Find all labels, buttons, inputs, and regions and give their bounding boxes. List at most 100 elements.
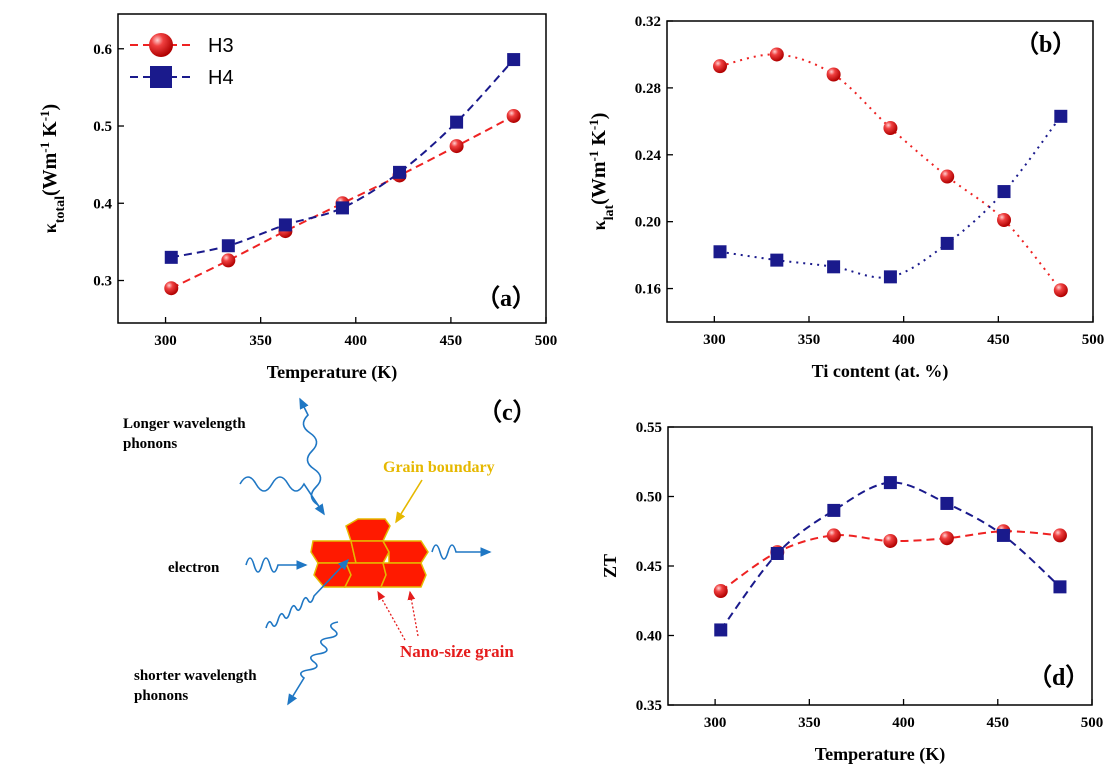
data-point-square xyxy=(507,53,521,67)
data-point-square xyxy=(996,528,1010,542)
data-point-square xyxy=(1054,109,1068,123)
y-tick-label: 0.28 xyxy=(635,81,661,97)
longer-wavelength-label-line2: phonons xyxy=(123,436,177,452)
y-tick-label: 0.16 xyxy=(635,282,662,298)
grain xyxy=(310,540,357,564)
y-tick-label: 0.3 xyxy=(93,274,112,290)
nano-grain-pointer-2 xyxy=(407,590,419,637)
nano-size-grain-label: Nano-size grain xyxy=(400,642,514,661)
data-point-square xyxy=(164,250,178,264)
grain xyxy=(350,540,390,564)
electron-incoming-wave xyxy=(245,557,308,573)
data-point-circle xyxy=(769,47,784,62)
panel-label-c: （c） xyxy=(478,399,537,426)
grain xyxy=(343,562,387,588)
data-point-square xyxy=(450,115,464,129)
legend-marker-h3 xyxy=(149,33,173,57)
shorter-wavelength-label-line2: phonons xyxy=(134,688,188,704)
data-point-square xyxy=(713,245,727,259)
data-point-square xyxy=(335,201,349,215)
x-tick-label: 400 xyxy=(892,332,915,348)
data-point-circle xyxy=(997,212,1012,227)
nano-grain-pointer-1 xyxy=(377,590,406,641)
x-tick-label: 400 xyxy=(892,715,915,731)
data-point-square xyxy=(770,253,784,267)
long-phonon-scattered-wave xyxy=(299,397,322,506)
phonon-waves xyxy=(239,397,492,706)
data-point-square xyxy=(221,239,235,253)
data-point-square xyxy=(883,476,897,490)
y-tick-label: 0.6 xyxy=(93,42,112,58)
data-point-circle xyxy=(940,169,955,184)
grain-boundary-label: Grain boundary xyxy=(383,459,495,476)
schematic-panel-c: （c） Longer wavelength phonons electron s… xyxy=(123,397,537,706)
y-tick-label: 0.20 xyxy=(635,215,661,231)
x-tick-label: 500 xyxy=(535,333,558,349)
x-axis-label: Temperature (K) xyxy=(267,362,397,383)
data-point-square xyxy=(827,260,841,274)
legend-label-h4: H4 xyxy=(208,67,234,89)
data-point-circle xyxy=(826,528,841,543)
data-point-circle xyxy=(713,584,728,599)
data-point-square xyxy=(1053,580,1067,594)
x-tick-label: 500 xyxy=(1082,332,1105,348)
data-point-circle xyxy=(221,253,236,268)
short-phonon-incoming-wave xyxy=(265,558,350,629)
y-axis-label: κtotal(Wm-1 K-1) xyxy=(37,104,68,233)
data-point-circle xyxy=(939,531,954,546)
y-tick-label: 0.32 xyxy=(635,14,661,30)
x-tick-label: 300 xyxy=(703,332,726,348)
long-phonon-incoming-wave xyxy=(239,476,325,516)
data-point-square xyxy=(278,218,292,232)
data-point-square xyxy=(883,270,897,284)
data-point-circle xyxy=(1052,528,1067,543)
short-phonon-scattered-wave xyxy=(287,621,339,706)
x-tick-label: 300 xyxy=(154,333,177,349)
chart-panel-b: 300 350 400 450 500 0.16 0.20 0.24 0.28 0.32 Ti co… xyxy=(586,14,1105,382)
electron-outgoing-wave xyxy=(431,544,492,560)
chart-panel-a: 300 350 400 450 500 0.3 0.4 0.5 0.6 Temperature (… xyxy=(37,13,558,383)
data-point-circle xyxy=(826,67,841,82)
y-tick-label: 0.4 xyxy=(93,196,112,212)
x-tick-label: 400 xyxy=(345,333,368,349)
panel-label-b: （b） xyxy=(1015,31,1076,58)
data-point-circle xyxy=(883,121,898,136)
x-tick-label: 450 xyxy=(987,715,1010,731)
panel-label-a: （a） xyxy=(476,285,536,312)
y-tick-label: 0.45 xyxy=(636,559,662,575)
legend-label-h3: H3 xyxy=(208,35,234,57)
y-axis-label: ZT xyxy=(600,554,620,578)
y-tick-label: 0.35 xyxy=(636,698,662,714)
y-tick-label: 0.5 xyxy=(93,119,112,135)
x-tick-label: 300 xyxy=(704,715,727,731)
legend-marker-h4 xyxy=(150,66,172,88)
y-tick-label: 0.24 xyxy=(635,148,662,164)
grain-boundary-pointer xyxy=(395,479,423,524)
plot-frame xyxy=(117,13,547,324)
grain xyxy=(345,518,391,542)
y-axis-label: κlat(Wm-1 K-1) xyxy=(586,113,617,231)
data-point-circle xyxy=(883,533,898,548)
data-point-circle xyxy=(506,108,521,123)
x-tick-label: 350 xyxy=(249,333,272,349)
panel-label-d: （d） xyxy=(1028,664,1089,691)
x-tick-label: 450 xyxy=(987,332,1010,348)
y-tick-label: 0.55 xyxy=(636,420,662,436)
x-axis-label: Temperature (K) xyxy=(815,744,945,765)
data-point-circle xyxy=(1053,283,1068,298)
longer-wavelength-label-line1: Longer wavelength xyxy=(123,416,246,432)
data-point-circle xyxy=(164,281,179,296)
plot-frame xyxy=(666,20,1094,323)
x-axis-label: Ti content (at. %) xyxy=(812,361,949,382)
data-point-square xyxy=(770,546,784,560)
chart-panel-d: 300 350 400 450 500 0.35 0.40 0.45 0.50 0.55 Tempe… xyxy=(600,420,1103,765)
data-point-circle xyxy=(449,139,464,154)
data-point-square xyxy=(714,623,728,637)
grain-cluster xyxy=(310,518,429,588)
data-point-square xyxy=(827,503,841,517)
electron-label: electron xyxy=(168,560,220,576)
grain xyxy=(313,562,352,588)
x-tick-label: 500 xyxy=(1081,715,1104,731)
grain xyxy=(379,562,427,588)
